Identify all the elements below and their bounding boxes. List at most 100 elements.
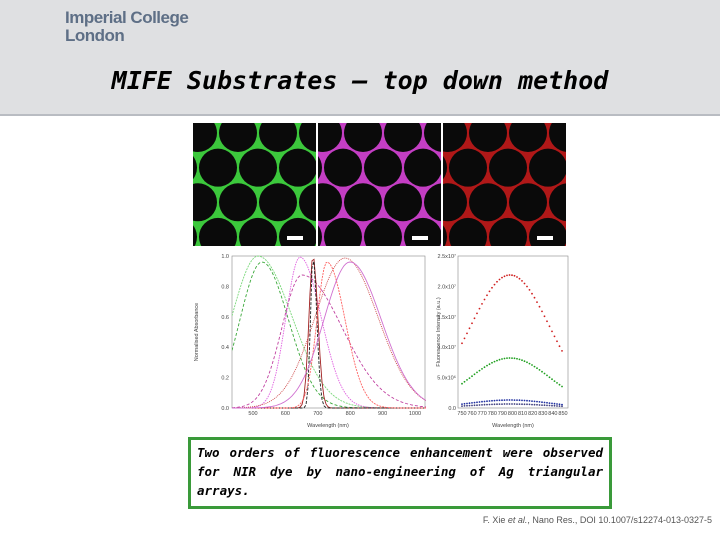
- spectrum-point: [551, 330, 553, 333]
- spectrum-point: [528, 403, 531, 406]
- spectrum-point: [556, 382, 558, 384]
- particle-hole: [549, 183, 566, 222]
- particle-hole: [509, 253, 547, 291]
- spectrum-point: [546, 401, 548, 404]
- spectrum-point: [491, 403, 493, 406]
- particle-hole: [404, 79, 442, 117]
- spectrum-point: [476, 404, 478, 407]
- y-tick-label: 0.2: [221, 376, 229, 382]
- particle-hole: [569, 79, 607, 117]
- micrograph-content: [443, 79, 647, 291]
- spectrum-point: [483, 298, 486, 301]
- spectrum-point: [553, 402, 556, 405]
- particle-hole: [318, 155, 322, 180]
- particle-hole: [299, 253, 337, 291]
- particle-hole: [489, 148, 527, 187]
- spectrum-point: [561, 350, 563, 352]
- spectrum-point: [541, 310, 543, 313]
- spectrum-point: [473, 401, 476, 404]
- spectrum-point: [498, 358, 501, 361]
- spectrum-point: [478, 404, 481, 406]
- particle-hole: [193, 155, 197, 180]
- micrograph: [443, 79, 647, 291]
- spectrum-point: [521, 280, 523, 282]
- spectrum-curve: [232, 261, 426, 409]
- spectrum-point: [518, 277, 521, 280]
- particle-hole: [284, 79, 322, 117]
- x-tick-label: 760: [468, 411, 477, 417]
- particle-hole: [159, 79, 197, 117]
- spectrum-point: [541, 370, 543, 373]
- spectrum-point: [506, 274, 508, 277]
- spectrum-point: [538, 401, 541, 403]
- particle-hole: [199, 148, 237, 187]
- particle-hole: [609, 218, 647, 256]
- spectrum-curve: [232, 255, 426, 409]
- spectrum-curve: [232, 257, 426, 409]
- spectrum-point: [468, 402, 471, 405]
- spectrum-point: [503, 275, 506, 278]
- particle-hole: [443, 155, 447, 180]
- spectrum-point: [508, 403, 511, 405]
- spectrum-point: [486, 364, 488, 367]
- spectrum-point: [501, 399, 503, 402]
- spectrum-point: [526, 403, 528, 406]
- spectrum-point: [496, 280, 498, 283]
- spectrum-point: [491, 399, 493, 402]
- spectrum-point: [536, 367, 538, 370]
- spectrum-point: [486, 400, 488, 403]
- particle-hole: [324, 79, 362, 117]
- y-tick-label: 5.0x10⁶: [437, 375, 456, 382]
- citation: F. Xie et al., Nano Res., DOI 10.1007/s1…: [483, 515, 712, 525]
- scale-bar: [287, 236, 303, 240]
- particle-hole: [404, 148, 441, 187]
- spectrum-point: [488, 290, 491, 293]
- particle-hole: [509, 123, 547, 152]
- spectrum-point: [548, 404, 551, 407]
- spectrum-point: [536, 403, 538, 406]
- spectrum-point: [463, 405, 466, 407]
- spectrum-point: [543, 315, 546, 318]
- spectrum-point: [561, 405, 563, 408]
- particle-hole: [384, 123, 422, 152]
- spectrum-point: [516, 357, 518, 360]
- spectrum-point: [486, 294, 488, 297]
- spectrum-point: [518, 399, 521, 402]
- y-tick-label: 1.5x10⁷: [437, 314, 456, 321]
- spectrum-point: [503, 357, 506, 360]
- spectrum-point: [533, 403, 536, 406]
- header: Imperial College London: [0, 0, 720, 116]
- spectrum-point: [543, 372, 546, 375]
- spectrum-point: [461, 405, 463, 407]
- particle-hole: [469, 183, 507, 222]
- spectrum-point: [516, 276, 518, 278]
- spectrum-point: [516, 403, 518, 405]
- particle-hole: [318, 183, 342, 222]
- particle-hole: [139, 253, 177, 291]
- x-tick-label: 770: [478, 411, 487, 417]
- y-tick-label: 0.6: [221, 315, 229, 321]
- spectrum-point: [528, 362, 531, 365]
- particle-hole: [449, 148, 487, 187]
- x-tick-label: 810: [518, 411, 527, 417]
- spectrum-point: [511, 403, 513, 405]
- spectrum-point: [518, 358, 521, 361]
- spectrum-point: [531, 292, 533, 295]
- spectrum-point: [461, 403, 463, 405]
- spectrum-point: [561, 403, 563, 406]
- particle-hole: [318, 225, 322, 246]
- spectrum-point: [473, 404, 476, 407]
- spectrum-point: [548, 376, 551, 379]
- spectrum-point: [466, 379, 468, 381]
- spectrum-point: [498, 403, 501, 405]
- spectrum-point: [548, 325, 551, 328]
- spectrum-point: [463, 337, 466, 340]
- spectrum-point: [508, 274, 511, 276]
- spectrum-point: [538, 305, 541, 308]
- spectrum-point: [516, 399, 518, 401]
- spectrum-point: [498, 278, 501, 281]
- spectrum-point: [471, 322, 473, 325]
- citation-author: F. Xie: [482, 515, 506, 525]
- spectrum-point: [483, 366, 486, 369]
- particle-hole: [179, 253, 217, 291]
